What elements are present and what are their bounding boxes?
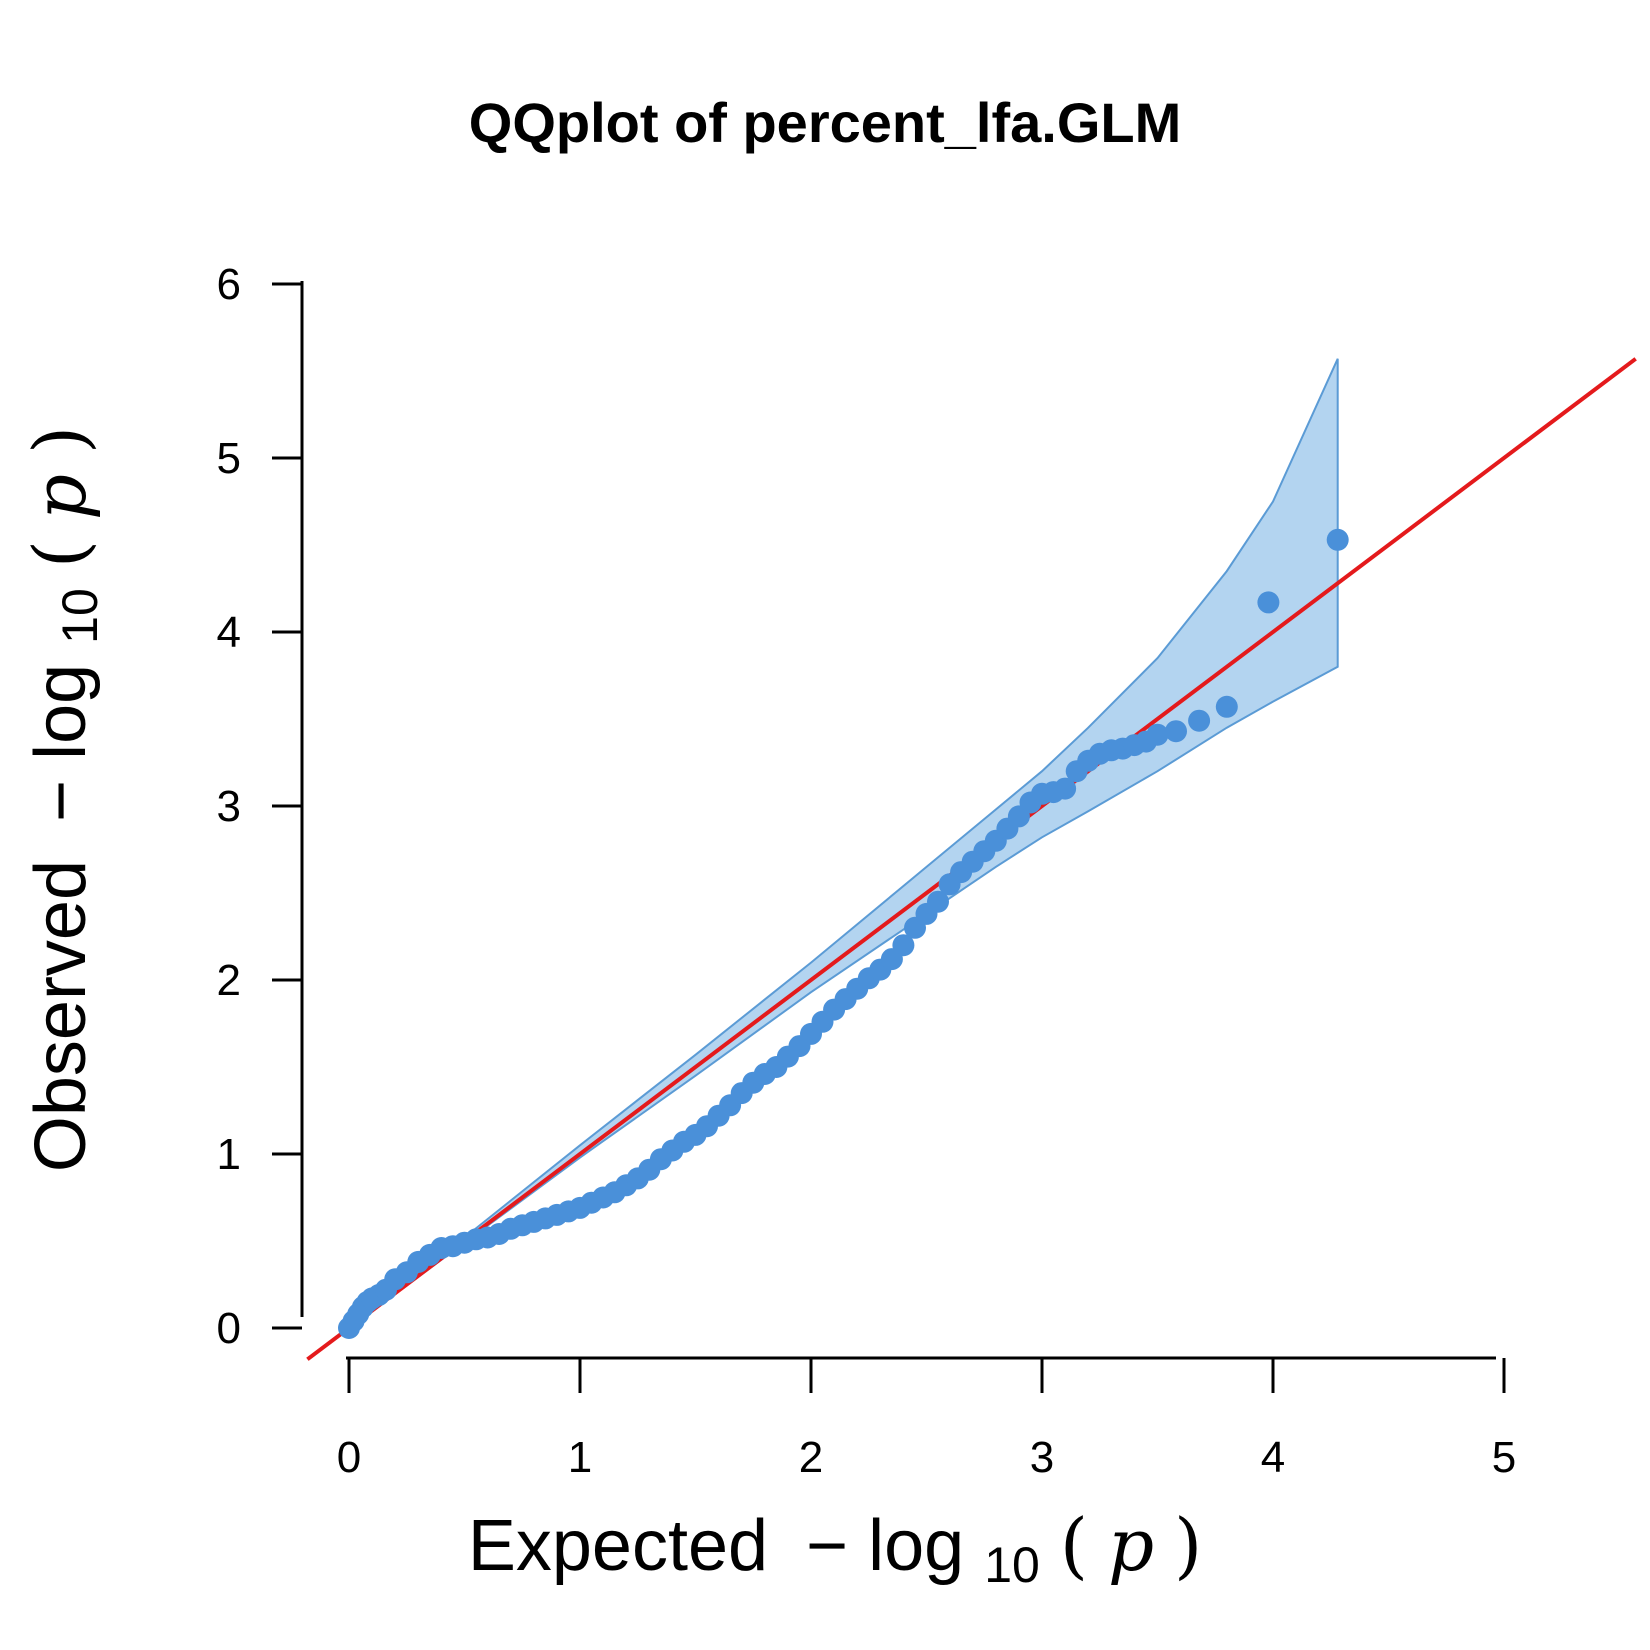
data-point-55 [927,890,949,913]
y-axis-open-paren: ( [18,540,102,568]
x-axis-word: Expected [468,1506,768,1586]
x-tick-label-2: 2 [799,1433,823,1482]
data-point-78 [1257,591,1280,614]
x-axis-close-paren: ) [1174,1503,1202,1587]
x-axis-log: log [868,1506,964,1586]
x-axis-minus: − [806,1506,848,1586]
y-axis-close-paren: ) [18,426,102,454]
x-tick-label-1: 1 [568,1433,592,1482]
y-tick-label-1: 1 [217,1130,241,1179]
y-axis-title: Observed − log 10 ( p ) [18,426,113,1172]
data-point-77 [1215,695,1238,718]
y-tick-label-2: 2 [217,956,241,1005]
y-axis-minus: − [21,780,101,822]
x-axis-title: Expected − log 10 ( p ) [468,1503,1202,1598]
x-tick-label-3: 3 [1030,1433,1054,1482]
data-point-75 [1165,720,1187,743]
data-points-layer [338,528,1349,1339]
data-point-79 [1326,528,1349,551]
x-axis-p: p [1108,1503,1154,1587]
y-axis-log: log [21,664,101,760]
confidence-band [348,358,1339,1329]
data-point-74 [1146,723,1169,746]
y-axis-ticks: 0 1 2 3 4 5 6 [217,260,302,1353]
y-tick-label-6: 6 [217,260,241,309]
data-point-66 [1054,777,1077,800]
chart-title: QQplot of percent_lfa.GLM [469,91,1181,154]
confidence-band-layer [348,358,1339,1329]
x-axis-base: 10 [984,1537,1040,1593]
y-axis-base: 10 [52,588,108,644]
y-axis-p: p [18,474,102,520]
x-tick-label-0: 0 [337,1433,361,1482]
x-tick-label-5: 5 [1492,1433,1516,1482]
y-tick-label-3: 3 [217,782,241,831]
y-axis-word: Observed [21,860,101,1172]
data-point-76 [1188,709,1211,732]
y-tick-label-5: 5 [217,434,241,483]
data-point-52 [892,934,915,957]
y-tick-label-0: 0 [217,1304,241,1353]
y-tick-label-4: 4 [217,608,241,657]
x-axis-open-paren: ( [1060,1503,1088,1587]
x-axis-ticks: 0 1 2 3 4 5 [337,1358,1516,1482]
x-tick-label-4: 4 [1261,1433,1285,1482]
